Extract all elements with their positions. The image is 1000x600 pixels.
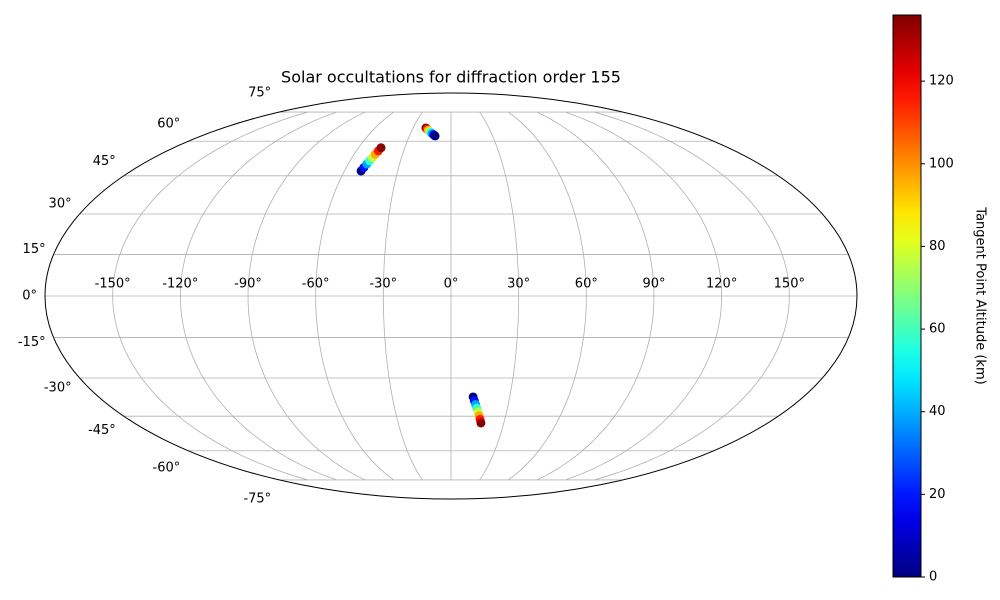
y-tick-label: 45° [93,154,116,169]
x-tick-label: 90° [642,277,665,292]
x-tick-label: 30° [507,277,530,292]
colorbar-tick-label: 60 [929,322,946,337]
y-tick-label: 30° [49,196,72,211]
data-point [430,131,440,141]
colorbar [892,14,922,578]
x-tick-label: -90° [234,277,262,292]
colorbar-tick-label: 120 [929,74,954,89]
x-tick-label: -120° [162,277,198,292]
data-point [476,418,486,428]
y-tick-label: 0° [22,289,37,304]
x-tick-label: 0° [444,277,459,292]
map-boundary [44,92,858,500]
colorbar-tick-label: 20 [929,487,946,502]
y-tick-label: -45° [88,423,116,438]
chart-title: Solar occultations for diffraction order… [281,68,621,87]
colorbar-tick-label: 0 [929,570,937,585]
y-tick-label: -30° [44,381,72,396]
x-tick-label: -60° [302,277,330,292]
x-tick-label: -30° [369,277,397,292]
x-tick-label: -150° [95,277,131,292]
colorbar-tick-label: 40 [929,404,946,419]
colorbar-label: Tangent Point Altitude (km) [973,206,988,384]
y-tick-label: -60° [153,461,181,476]
x-tick-label: 60° [575,277,598,292]
y-tick-label: -75° [243,492,271,507]
y-tick-label: 60° [157,116,180,131]
y-tick-label: 75° [248,85,271,100]
x-tick-label: 120° [706,277,737,292]
y-tick-label: -15° [18,335,46,350]
colorbar-tick-label: 100 [929,156,954,171]
colorbar-tick-label: 80 [929,239,946,254]
x-tick-label: 150° [774,277,805,292]
data-point [376,143,386,153]
y-tick-label: 15° [23,242,46,257]
